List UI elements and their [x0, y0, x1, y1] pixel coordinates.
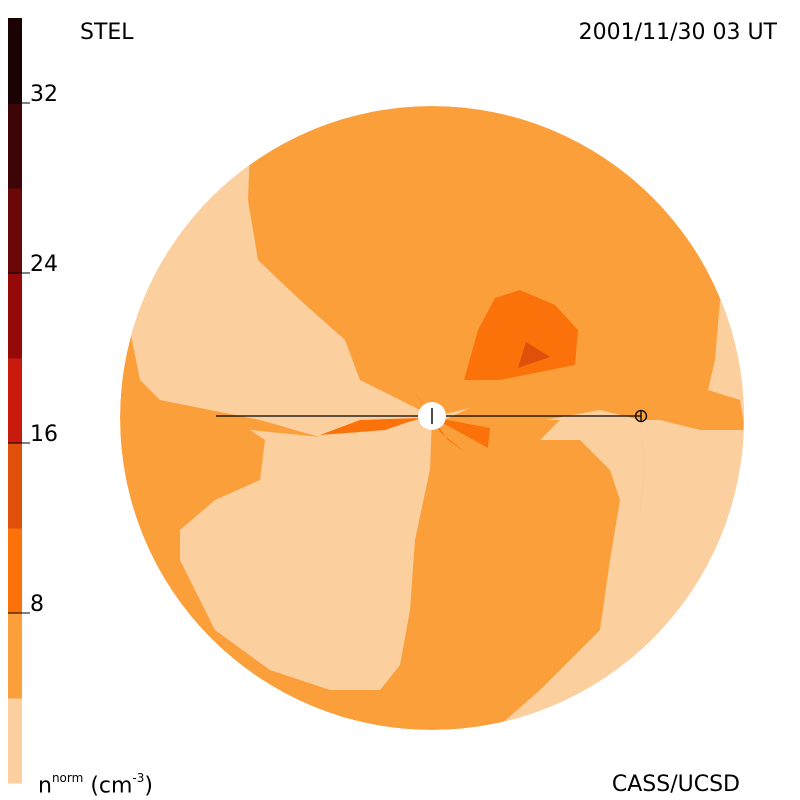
colorbar-label-base: n — [38, 773, 52, 799]
colorbar-segment — [8, 273, 22, 359]
low-density-region-lower-left — [180, 417, 432, 690]
mid-density-wedge-lower — [410, 417, 615, 730]
colorbar-segment — [8, 18, 22, 104]
colorbar-label-units: (cm — [90, 773, 133, 799]
colorbar-segment — [8, 443, 22, 529]
enhanced-density-region — [464, 290, 578, 380]
colorbar: 8 16 24 32 — [8, 18, 58, 784]
low-density-region-upper-left — [120, 150, 432, 440]
colorbar-tick-label: 16 — [30, 422, 58, 447]
colorbar-segment — [8, 358, 22, 444]
colorbar-label-units-close: ) — [144, 773, 153, 799]
colorbar-tick-label: 24 — [30, 252, 58, 277]
colorbar-segment — [8, 103, 22, 189]
colorbar-segment — [8, 698, 22, 784]
timestamp-label: 2001/11/30 03 UT — [578, 20, 777, 45]
colorbar-tick-label: 8 — [30, 592, 44, 617]
colorbar-label-sup: norm — [51, 771, 84, 785]
credit-label: CASS/UCSD — [611, 772, 740, 797]
colorbar-segment — [8, 528, 22, 614]
low-density-region-right — [545, 300, 744, 510]
density-peak-region — [518, 342, 550, 368]
colorbar-label-units-exp: -3 — [132, 771, 145, 785]
sun-petal-right-lower — [432, 417, 490, 448]
colorbar-tick-label: 32 — [30, 82, 58, 107]
instrument-label: STEL — [80, 20, 134, 45]
colorbar-segment — [8, 188, 22, 274]
colorbar-units-label: nnorm (cm-3) — [38, 771, 153, 799]
sun-petal-left — [320, 418, 420, 435]
earth-icon — [634, 409, 648, 423]
colorbar-segment — [8, 613, 22, 699]
